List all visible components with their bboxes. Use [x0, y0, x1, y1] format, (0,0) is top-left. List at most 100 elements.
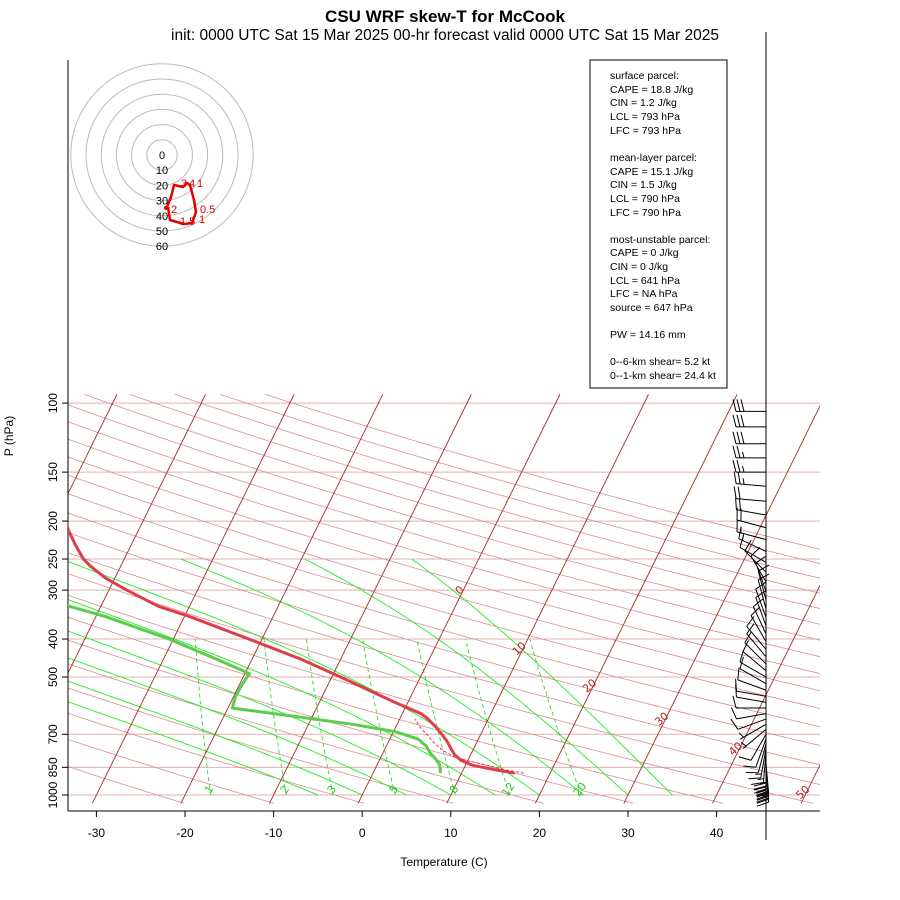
surface-cape: CAPE = 18.8 J/kg: [610, 84, 693, 96]
temperature-tick-label: 10: [444, 826, 458, 840]
wind-barb-feather: [753, 786, 767, 791]
wind-barb-shaft: [737, 718, 767, 730]
moist-adiabat: [180, 558, 584, 796]
dry-adiabat: [68, 573, 820, 785]
hodograph-rings: 0 10 20 30 40 50 60: [70, 63, 254, 253]
wind-barb-feather: [733, 471, 737, 484]
wind-barb-feather: [755, 590, 767, 599]
stats-box-frame: [589, 59, 728, 389]
isotherm: [357, 394, 561, 804]
surface-parcel-heading: surface parcel:: [610, 70, 679, 82]
wind-barb-feather: [732, 399, 737, 412]
wind-barb: [755, 590, 767, 626]
wind-barb-shaft: [736, 483, 767, 487]
wind-barb-shaft: [739, 546, 767, 563]
chart-subtitle: init: 0000 UTC Sat 15 Mar 2025 00-hr for…: [171, 27, 719, 44]
wind-barb: [730, 718, 767, 730]
wind-barb: [739, 649, 767, 678]
shear-0-6km: 0--6-km shear= 5.2 kt: [610, 356, 710, 368]
parcel-trace-line: [414, 718, 524, 774]
mixing-ratio-label: 5: [387, 783, 402, 796]
wind-barb-feather: [732, 445, 737, 459]
hodograph-label: 1.5: [180, 216, 195, 228]
wind-barb-shaft: [739, 668, 767, 685]
temperature-tick-label: 30: [621, 826, 635, 840]
temperature-ticks: -30 -20 -10 0 10 20 30 40: [88, 811, 724, 840]
wind-barb-shaft: [736, 519, 767, 529]
wind-barb-feather: [742, 640, 749, 652]
wind-barb-shaft: [739, 723, 767, 740]
wind-barb-feather: [756, 797, 769, 803]
hodograph-ring: [85, 78, 239, 232]
wind-barb-feather: [732, 431, 737, 444]
wind-barb-shaft: [765, 772, 770, 803]
isotherm: [623, 404, 820, 804]
isotherm: [68, 394, 206, 675]
wind-barb-feather: [736, 459, 741, 473]
hodograph-ring: [131, 124, 193, 186]
chart-title: CSU WRF skew-T for McCook: [325, 7, 565, 26]
dry-adiabat: [68, 552, 820, 766]
surface-lcl: LCL = 793 hPa: [610, 111, 680, 123]
isotherm: [91, 394, 295, 804]
wind-barb-feather: [738, 756, 752, 761]
pressure-tick-label: 1000: [46, 781, 60, 808]
isotherm-lines: [68, 394, 820, 804]
most-unstable-source: source = 647 hPa: [610, 302, 693, 314]
wind-barb-feather: [756, 801, 769, 807]
wind-barb: [739, 535, 767, 563]
wind-barb-feather: [738, 526, 742, 539]
isotherm: [800, 763, 820, 804]
dry-adiabat: [129, 394, 820, 594]
hodograph-ring-label: 10: [156, 165, 168, 177]
wind-barb-feather: [737, 667, 740, 680]
wind-barb-feather: [756, 794, 769, 800]
temperature-tick-label: -20: [176, 826, 194, 840]
wind-barb: [732, 459, 766, 473]
wind-barb: [738, 734, 767, 761]
wind-barb-shaft: [742, 651, 767, 672]
wind-barb: [733, 486, 767, 502]
temperature-line: [68, 521, 515, 775]
wind-barb-feather: [750, 606, 761, 616]
wind-barb-feather: [756, 795, 769, 801]
wind-barb: [757, 564, 770, 601]
wind-barb: [738, 723, 767, 740]
mixing-ratio-line: [465, 638, 510, 796]
dry-adiabats: [68, 394, 820, 804]
hodograph-label: 1: [199, 214, 205, 226]
hodograph-dot: [164, 206, 168, 210]
wind-barb-feather: [736, 431, 741, 444]
wind-barb-feather: [736, 399, 741, 412]
dry-adiabat: [68, 532, 820, 746]
hodograph-label: 0.5: [200, 204, 215, 216]
wind-barb-shaft: [750, 555, 767, 583]
wind-barb-feather: [737, 471, 741, 485]
mixing-ratio-line: [529, 638, 582, 796]
wind-barb-feather: [732, 459, 737, 473]
wind-barb-feather: [739, 649, 744, 663]
wind-barb: [736, 519, 767, 541]
mean-layer-heading: mean-layer parcel:: [610, 152, 697, 164]
wind-barb: [750, 606, 767, 642]
wind-barb-feather: [746, 623, 755, 635]
temperature-tick-label: -30: [88, 826, 106, 840]
wind-barb: [748, 748, 767, 780]
hodograph-label: 2: [171, 204, 177, 216]
surface-lfc: LFC = 793 hPa: [610, 125, 681, 137]
wind-barb-feather: [753, 598, 764, 608]
isotherm: [534, 394, 738, 804]
wind-barb-shaft: [739, 661, 767, 678]
isotherm: [446, 394, 649, 804]
surface-cin: CIN = 1.2 J/kg: [610, 97, 677, 109]
hodograph-label: 4: [189, 178, 195, 190]
moist-adiabat: [68, 657, 407, 796]
wind-barb-feather: [755, 581, 767, 590]
hodograph-ring-label: 40: [156, 211, 168, 223]
moist-adiabat: [68, 599, 496, 796]
wind-barb-feather: [736, 445, 741, 459]
dewpoint-line: [68, 604, 442, 774]
wind-barb-feather: [730, 718, 739, 730]
wind-barb-half-feather: [761, 793, 769, 797]
